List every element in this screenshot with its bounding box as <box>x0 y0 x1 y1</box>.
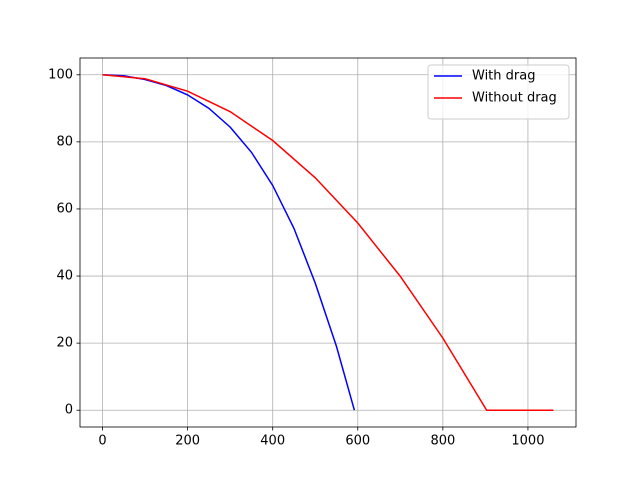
y-tick-label: 80 <box>56 134 73 149</box>
legend-label: Without drag <box>472 91 557 106</box>
x-tick-label: 1000 <box>511 434 544 449</box>
series-line <box>102 74 554 411</box>
y-tick-label: 20 <box>56 336 73 351</box>
y-tick-label: 60 <box>56 201 73 216</box>
x-tick-label: 400 <box>260 434 285 449</box>
y-tick-label: 0 <box>65 403 73 418</box>
x-tick-label: 800 <box>430 434 455 449</box>
y-tick-label: 40 <box>56 269 73 284</box>
plot-frame <box>79 57 577 428</box>
legend-label: With drag <box>472 69 535 84</box>
x-tick-label: 600 <box>345 434 370 449</box>
legend-box <box>427 64 570 120</box>
x-tick-label: 0 <box>98 434 106 449</box>
x-tick-label: 200 <box>175 434 200 449</box>
y-tick-label: 100 <box>48 67 73 82</box>
legend: With drag Without drag <box>427 64 570 120</box>
series-line <box>102 74 356 411</box>
